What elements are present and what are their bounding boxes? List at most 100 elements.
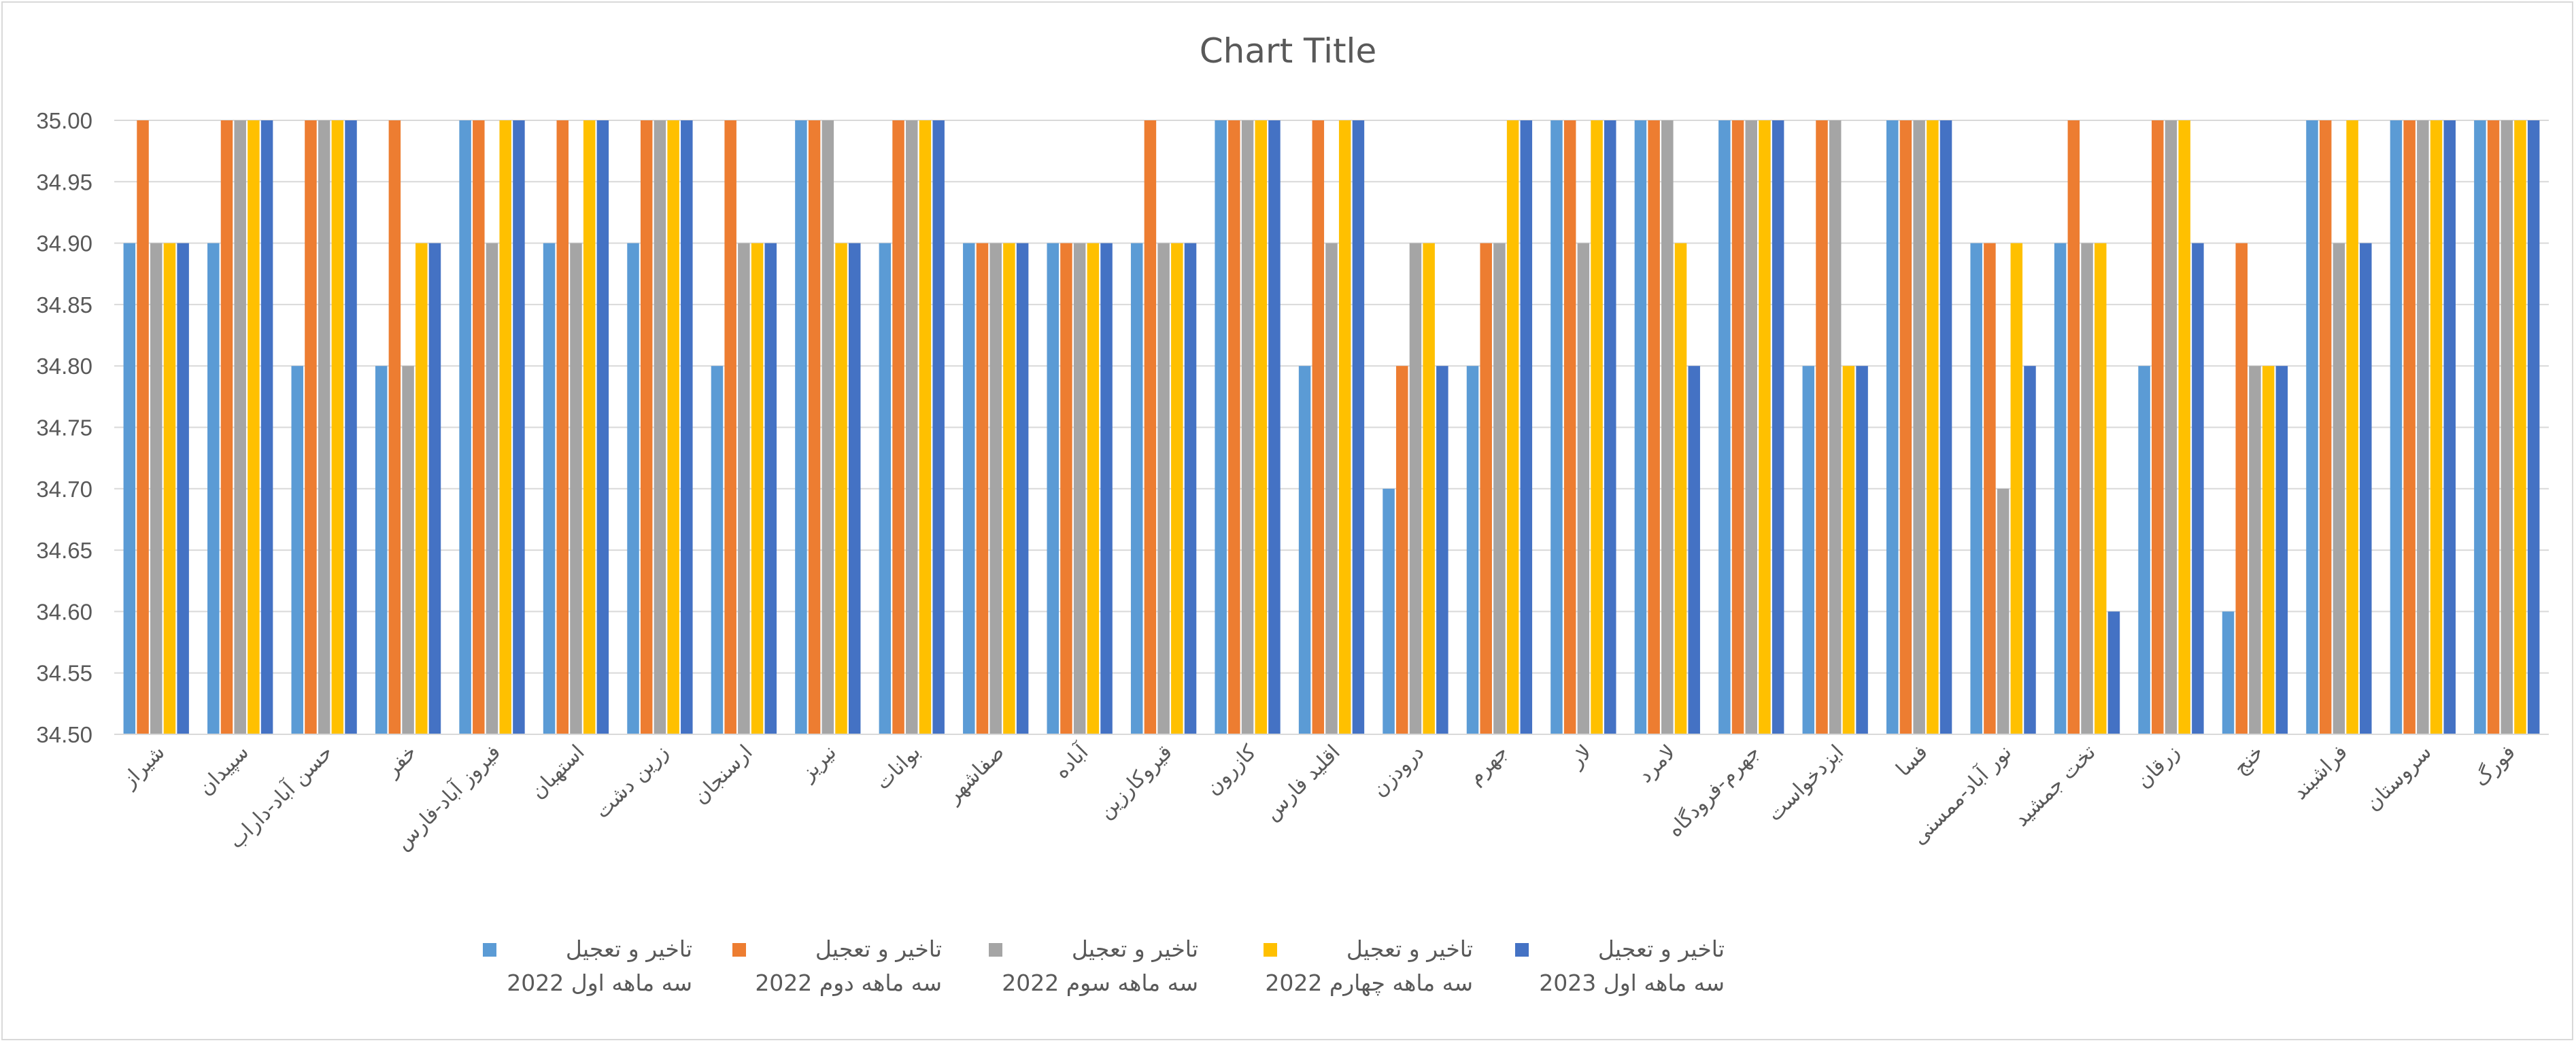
- legend-label-line2: سه ماهه اول 2022: [507, 970, 692, 996]
- x-tick-label: شیراز: [116, 740, 169, 793]
- bar: [1060, 243, 1072, 735]
- y-tick-label: 34.70: [36, 477, 92, 502]
- bar: [416, 243, 428, 735]
- bar: [2390, 120, 2403, 734]
- bars: [123, 120, 2540, 735]
- bar: [291, 366, 303, 734]
- bar: [1550, 120, 1563, 734]
- bar: [795, 120, 807, 734]
- bar: [2081, 243, 2093, 735]
- bar: [1352, 120, 1365, 734]
- x-tick-label: جهرم: [1463, 740, 1512, 789]
- bar: [1171, 243, 1183, 735]
- bar: [1268, 120, 1281, 734]
- bar: [2346, 120, 2358, 734]
- bar: [724, 120, 736, 734]
- x-tick-label: خفر: [379, 740, 422, 783]
- bar: [486, 243, 498, 735]
- x-tick-label: ارسنجان: [689, 740, 758, 809]
- bar: [260, 120, 273, 734]
- bar: [2487, 120, 2500, 734]
- x-tick-label: اقلید فارس: [1260, 740, 1345, 825]
- y-tick-label: 35.00: [36, 108, 92, 133]
- y-tick-label: 34.55: [36, 661, 92, 686]
- bar: [711, 366, 724, 734]
- bar: [1802, 366, 1815, 734]
- bar: [667, 120, 679, 734]
- bar: [570, 243, 582, 735]
- legend-swatch: [732, 943, 746, 957]
- legend-label-line2: سه ماهه سوم 2022: [1002, 970, 1198, 996]
- bar: [2067, 120, 2080, 734]
- x-tick-label: تخت جمشید: [2010, 740, 2101, 832]
- bar: [2443, 120, 2456, 734]
- bar: [989, 243, 1002, 735]
- bar: [1661, 120, 1674, 734]
- bar: [556, 120, 569, 734]
- x-tick-label: نیریز: [795, 740, 841, 787]
- bar: [1688, 366, 1700, 734]
- bar: [1563, 120, 1576, 734]
- bar: [848, 243, 861, 735]
- bar: [2165, 120, 2177, 734]
- bar: [1215, 120, 1227, 734]
- x-tick-label: صفاشهر: [940, 740, 1009, 809]
- y-tick-label: 34.85: [36, 292, 92, 318]
- bar: [1984, 243, 1996, 735]
- bar: [2054, 243, 2067, 735]
- bar: [2152, 120, 2164, 734]
- bar: [2138, 366, 2150, 734]
- bar: [1731, 120, 1744, 734]
- bar: [627, 243, 639, 735]
- bar: [543, 243, 556, 735]
- bar: [1298, 366, 1311, 734]
- bar: [2319, 120, 2332, 734]
- bar: [1312, 120, 1325, 734]
- bar: [2107, 611, 2120, 734]
- bar: [1047, 243, 1060, 735]
- x-tick-label: استهبان: [526, 740, 590, 804]
- y-tick-label: 34.75: [36, 415, 92, 441]
- x-tick-label: لامرد: [1633, 740, 1680, 787]
- bar: [2360, 243, 2372, 735]
- bar: [177, 243, 189, 735]
- bar: [1506, 120, 1519, 734]
- x-tick-label: فورگ: [2469, 740, 2520, 791]
- x-tick-label: قیروکارزین: [1094, 740, 1176, 823]
- bar: [2024, 366, 2036, 734]
- bar: [1520, 120, 1533, 734]
- bar: [1073, 243, 1086, 735]
- legend-label-line1: تاخیر و تعجیل: [566, 936, 692, 962]
- x-tick-label: زرین دشت: [590, 740, 673, 823]
- bar: [1003, 243, 1015, 735]
- bar: [596, 120, 609, 734]
- bar: [220, 120, 233, 734]
- bar: [2262, 366, 2275, 734]
- bar: [2192, 243, 2204, 735]
- bar: [919, 120, 932, 734]
- x-tick-label: سروستان: [2361, 740, 2437, 816]
- bar: [892, 120, 904, 734]
- legend-label-line1: تاخیر و تعجیل: [815, 936, 942, 962]
- bar: [2527, 120, 2540, 734]
- bar: [2249, 366, 2261, 734]
- bar: [1087, 243, 1100, 735]
- bar: [879, 243, 892, 735]
- bar: [1970, 243, 1982, 735]
- bar: [1480, 243, 1492, 735]
- bar: [1383, 488, 1395, 734]
- bar: [1591, 120, 1603, 734]
- bar: [473, 120, 485, 734]
- y-tick-label: 34.80: [36, 354, 92, 379]
- legend-swatch: [1264, 943, 1277, 957]
- bar: [1674, 243, 1687, 735]
- bar: [2417, 120, 2429, 734]
- legend-swatch: [989, 943, 1002, 957]
- bar: [1255, 120, 1268, 734]
- legend-label-line1: تاخیر و تعجیل: [1598, 936, 1725, 962]
- bar: [163, 243, 176, 735]
- legend: تاخیر و تعجیل سه ماهه اول 2022 تاخیر و تعج…: [483, 936, 1725, 996]
- bar: [2514, 120, 2526, 734]
